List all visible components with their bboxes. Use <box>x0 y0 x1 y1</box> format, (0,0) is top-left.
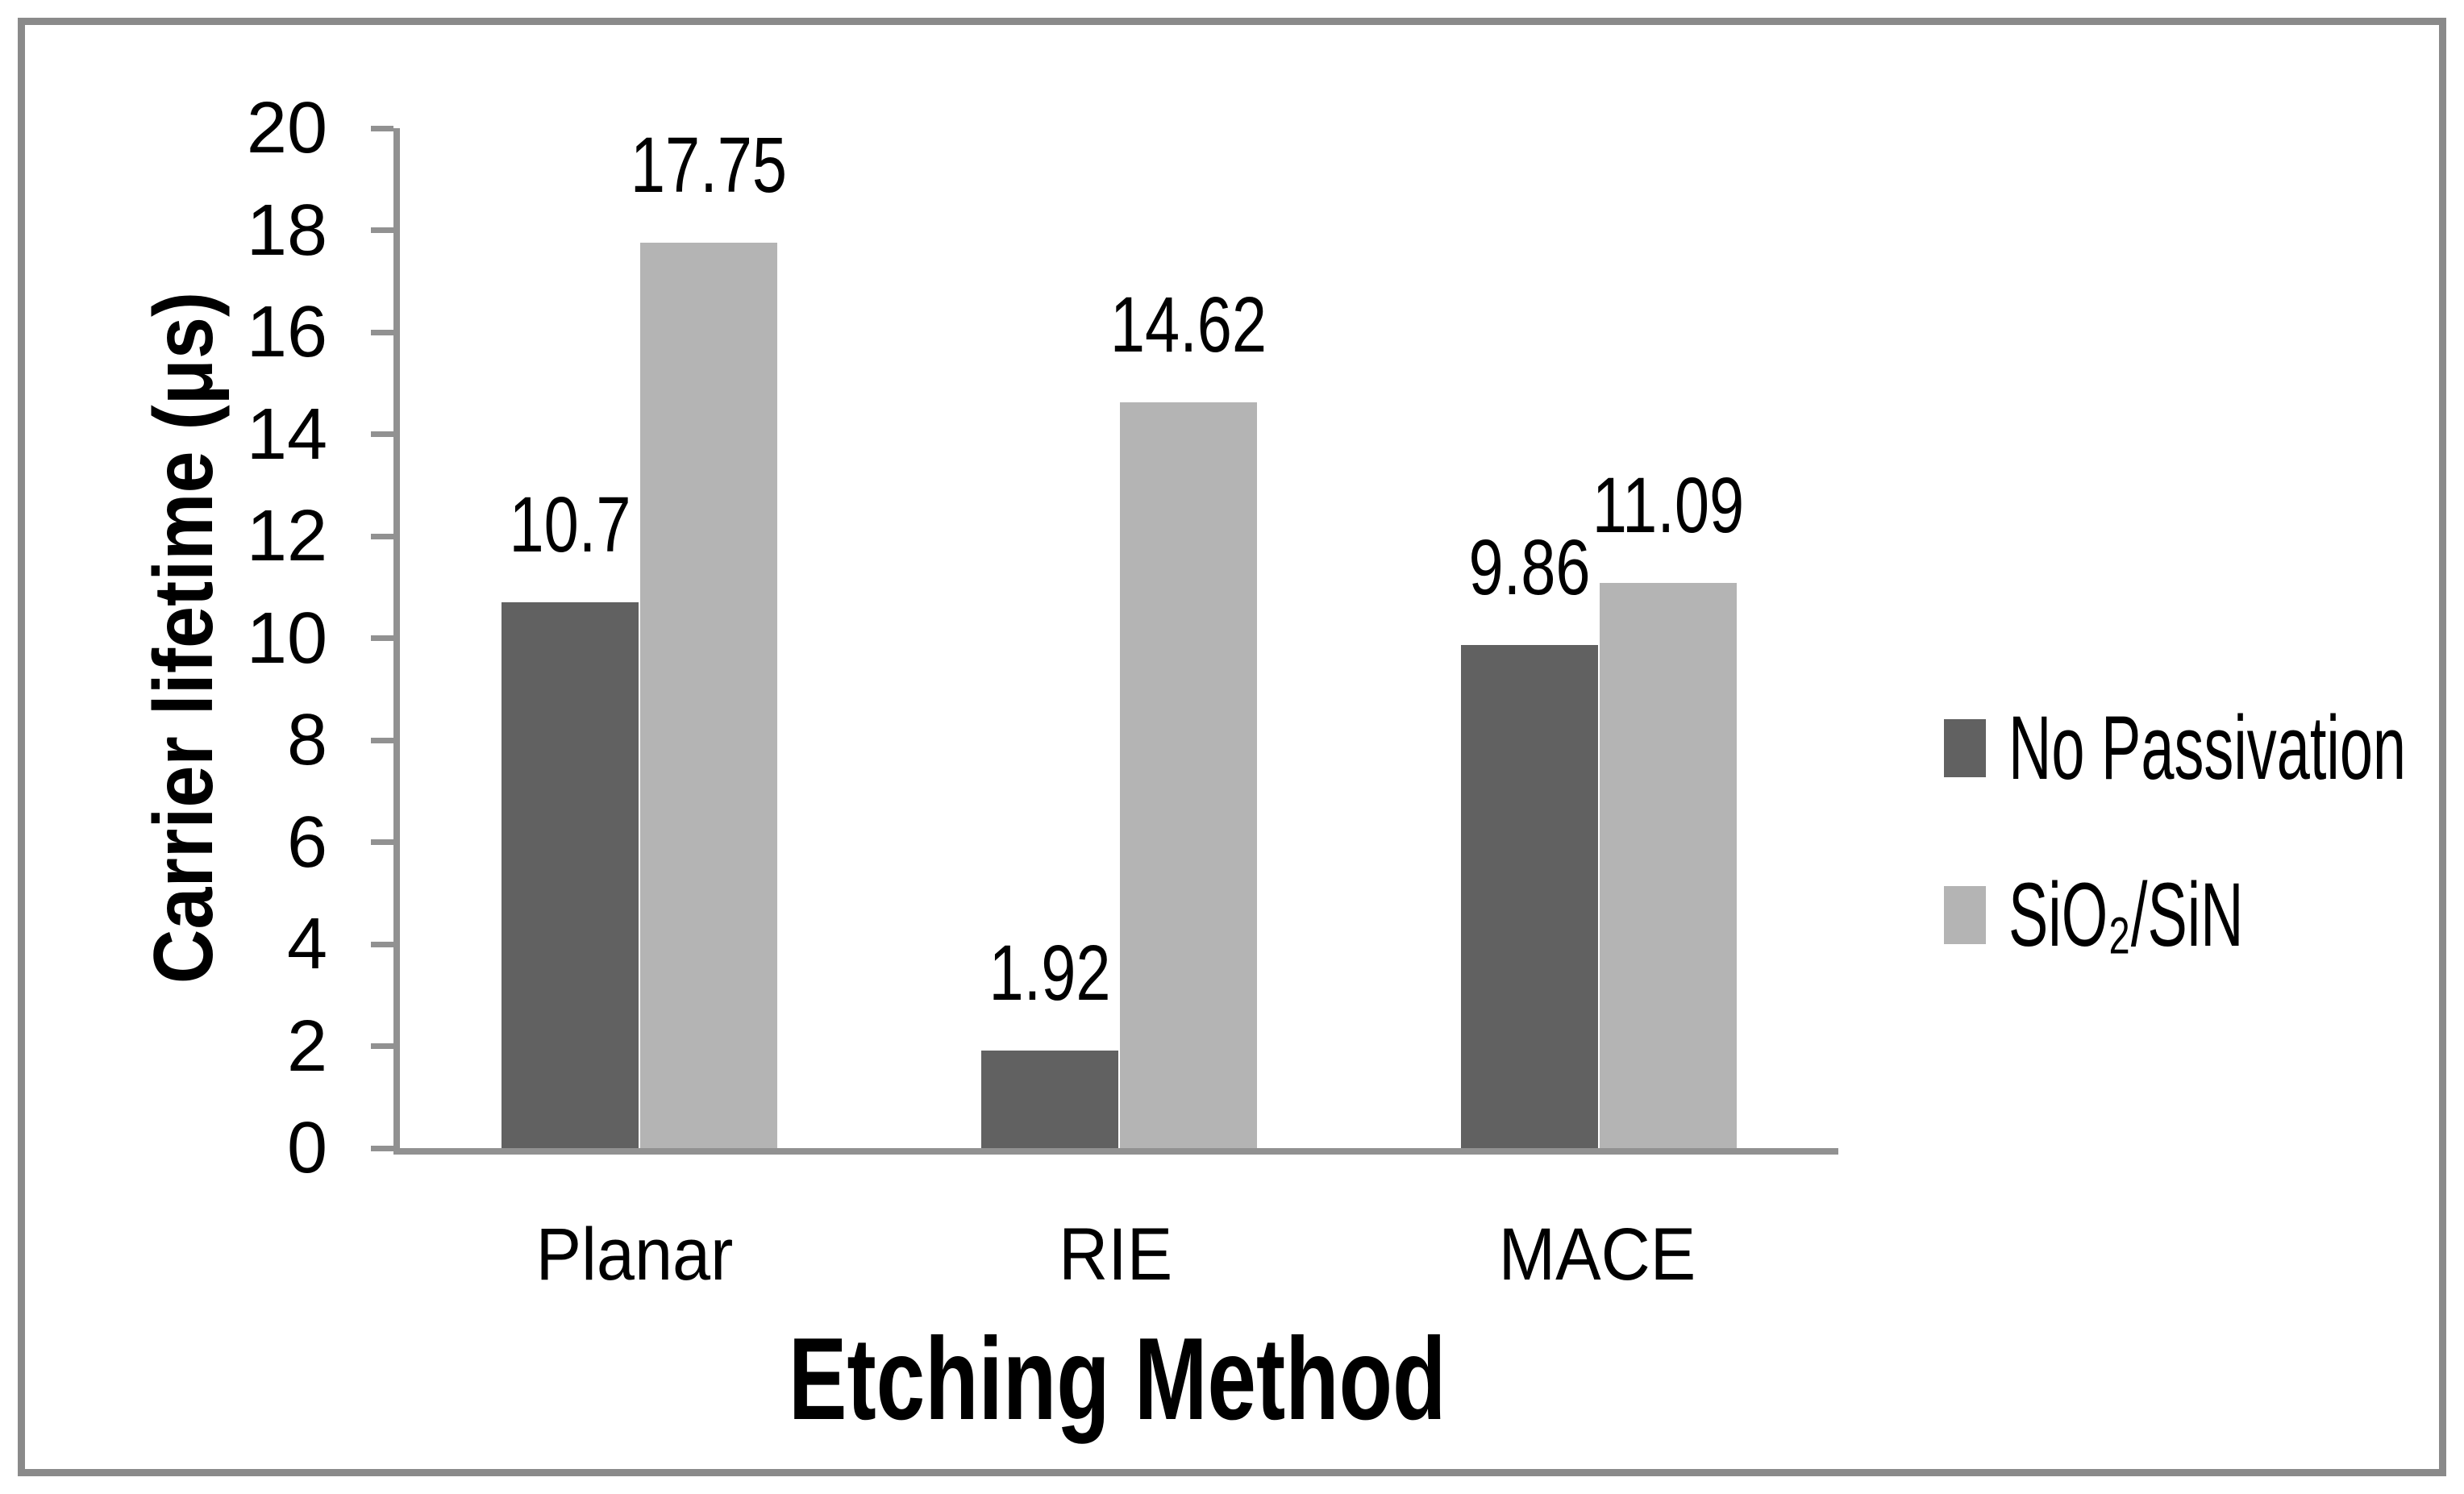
legend-label: SiO₂/SiN <box>2008 864 2244 965</box>
legend-color-swatch <box>1944 719 1986 777</box>
y-axis-tick-label: 10 <box>246 597 327 679</box>
y-axis-tick-label: 4 <box>286 904 327 984</box>
bar-group: 1.92 14.62 <box>880 128 1359 1148</box>
y-axis-tick-label: 12 <box>246 496 327 576</box>
y-axis-tick-label: 20 <box>246 88 327 169</box>
y-axis-tick-label: 8 <box>286 700 327 780</box>
bar-value-label: 14.62 <box>1109 281 1267 369</box>
y-axis-tick <box>371 227 393 233</box>
y-axis-tick <box>371 1145 393 1151</box>
bar: 14.62 <box>1110 285 1267 1148</box>
legend: No Passivation SiO₂/SiN <box>1944 697 2464 1038</box>
bar-group: 9.86 11.09 <box>1359 128 1838 1148</box>
x-axis-title: Etching Method <box>789 1313 1446 1444</box>
y-axis-tick <box>371 941 393 947</box>
bar-value-label: 1.92 <box>989 928 1111 1017</box>
y-axis-tick <box>371 839 393 845</box>
bar: 10.7 <box>502 485 639 1148</box>
legend-entry: No Passivation <box>1944 697 2464 798</box>
y-axis-tick <box>371 431 393 437</box>
y-axis-tick-label: 2 <box>286 1005 327 1087</box>
bar: 1.92 <box>981 934 1118 1148</box>
y-axis-tick <box>371 329 393 335</box>
legend-color-swatch <box>1944 886 1986 944</box>
bar: 9.86 <box>1460 528 1598 1148</box>
bar-value-label: 9.86 <box>1468 523 1591 612</box>
x-category-labels: Planar RIE MACE <box>393 1210 1838 1299</box>
bar: 17.75 <box>631 126 787 1148</box>
y-axis-tick <box>371 533 393 539</box>
x-category-label: RIE <box>1059 1213 1173 1296</box>
y-axis-tick <box>371 125 393 131</box>
y-axis-tick-label: 16 <box>246 292 327 372</box>
x-category-label: MACE <box>1499 1213 1696 1296</box>
y-axis-tick-label: 14 <box>246 393 327 475</box>
bar-value-label: 11.09 <box>1592 460 1744 549</box>
bar-groups: 10.7 17.75 1.92 14.62 9.86 11.09 <box>400 126 1838 1148</box>
y-axis-tick <box>371 1043 393 1049</box>
legend-entry: SiO₂/SiN <box>1944 864 2464 965</box>
bar: 11.09 <box>1592 466 1744 1148</box>
bar-value-label: 10.7 <box>509 481 631 569</box>
legend-label: No Passivation <box>2008 697 2407 798</box>
bar-group: 10.7 17.75 <box>400 126 880 1148</box>
y-axis-tick <box>371 635 393 641</box>
y-axis-tick-labels: 0 2 4 6 8 10 12 14 16 18 20 <box>61 88 368 1188</box>
y-axis-tick-label: 0 <box>286 1108 327 1188</box>
y-axis-tick-label: 6 <box>286 801 327 883</box>
y-axis-tick-label: 18 <box>246 189 327 271</box>
bar-value-label: 17.75 <box>631 121 788 210</box>
chart-frame: Carrier lifetime (μs) 0 2 4 6 8 10 12 14 16 18 20 … <box>18 18 2446 1476</box>
plot-area: 0 2 4 6 8 10 12 14 16 18 20 10.7 17.75 1.92 14.62 9.86… <box>247 88 1838 1188</box>
x-category-label: Planar <box>535 1213 733 1296</box>
y-axis-tick <box>371 737 393 743</box>
